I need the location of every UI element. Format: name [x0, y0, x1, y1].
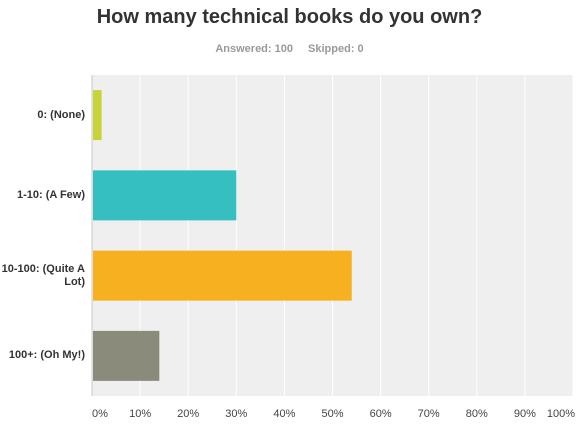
category-label: 100+: (Oh My!) — [8, 349, 85, 362]
response-stats: Answered: 100 Skipped: 0 — [0, 43, 579, 55]
x-tick-label: 60% — [369, 408, 392, 420]
chart-title: How many technical books do you own? — [96, 6, 483, 28]
x-tick-label: 40% — [273, 408, 296, 420]
bars — [93, 90, 352, 381]
bar — [93, 330, 160, 381]
bar — [93, 250, 352, 301]
x-tick-label: 30% — [225, 408, 248, 420]
gridlines — [139, 75, 574, 396]
x-tick-label: 20% — [177, 408, 200, 420]
x-tick-label: 100% — [546, 408, 576, 420]
x-tick-label: 10% — [129, 408, 152, 420]
x-tick-label: 90% — [513, 408, 536, 420]
x-tick-label: 80% — [465, 408, 488, 420]
category-label: 0: (None) — [37, 108, 85, 121]
skipped-count: Skipped: 0 — [308, 43, 364, 55]
x-tick-label: 70% — [417, 408, 440, 420]
answered-count: Answered: 100 — [215, 43, 293, 55]
x-tick-label: 0% — [92, 408, 108, 420]
bar — [93, 90, 102, 141]
category-label: 1-10: (A Few) — [16, 188, 85, 201]
category-label: 10-100: (Quite A Lot) — [1, 262, 85, 288]
x-tick-label: 50% — [321, 408, 344, 420]
bar — [93, 170, 237, 221]
